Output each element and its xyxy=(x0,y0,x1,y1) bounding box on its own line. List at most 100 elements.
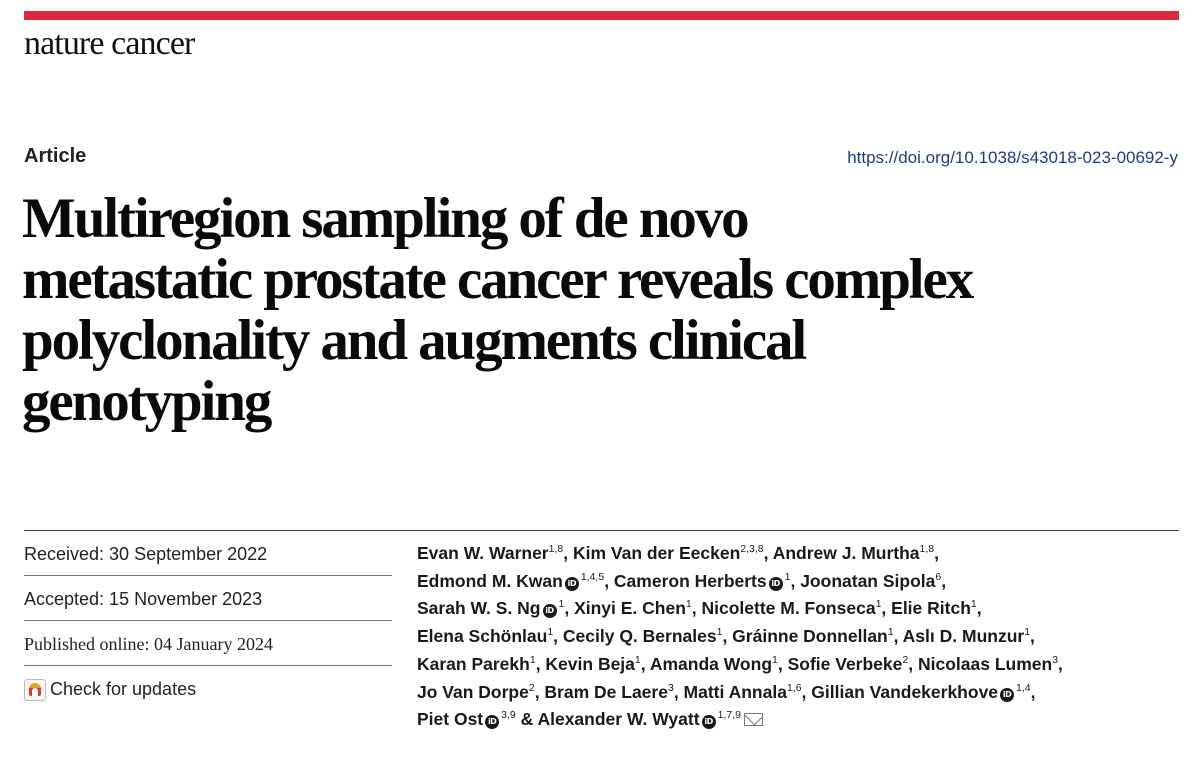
author-separator: , xyxy=(908,653,918,674)
author-affiliation: 1,4 xyxy=(1016,681,1031,694)
author-separator: , xyxy=(722,626,733,647)
author-affiliation: 1 xyxy=(1024,626,1031,639)
author-separator: , xyxy=(934,543,940,563)
orcid-icon[interactable]: iD xyxy=(701,715,716,730)
check-updates-row: Check for updates xyxy=(24,666,392,711)
author-line: Jo Van Dorpe2, Bram De Laere3, Matti Ann… xyxy=(417,679,1187,707)
author-name-text: Nicolaas Lumen xyxy=(917,653,1053,674)
author-name[interactable]: Bram De Laere3 xyxy=(544,682,673,702)
title-line: metastatic prostate cancer reveals compl… xyxy=(22,248,974,311)
author-name[interactable]: Nicolaas Lumen3 xyxy=(918,654,1058,674)
author-name[interactable]: Evan W. Warner1,8 xyxy=(417,543,563,563)
author-separator: , xyxy=(1030,626,1035,647)
author-affiliation: 1 xyxy=(685,598,692,611)
author-name[interactable]: Kim Van der Eecken2,3,8 xyxy=(573,543,764,563)
check-updates-button[interactable]: Check for updates xyxy=(24,678,197,701)
author-name[interactable]: Nicolette M. Fonseca1 xyxy=(701,598,881,618)
author-affiliation: 1 xyxy=(784,570,791,583)
author-name-text: Edmond M. Kwan xyxy=(417,570,563,591)
author-name-text: Kim Van der Eecken xyxy=(572,543,741,563)
author-affiliation: 1,8 xyxy=(919,543,935,555)
orcid-icon[interactable]: iD xyxy=(485,715,500,730)
author-name[interactable]: Joonatan Sipola6 xyxy=(800,571,941,591)
author-name-text: Jo Van Dorpe xyxy=(417,681,529,702)
author-separator: , xyxy=(564,598,575,619)
author-affiliation: 1 xyxy=(558,598,565,611)
author-separator: , xyxy=(790,570,801,591)
check-updates-label: Check for updates xyxy=(50,679,197,699)
author-line: Elena Schönlau1, Cecily Q. Bernales1, Gr… xyxy=(417,623,1187,651)
accepted-date: Accepted: 15 November 2023 xyxy=(24,576,392,621)
orcid-icon[interactable]: iD xyxy=(1000,687,1015,702)
author-name[interactable]: Amanda Wong1 xyxy=(650,654,778,674)
author-list: Evan W. Warner1,8, Kim Van der Eecken2,3… xyxy=(417,540,1187,734)
author-separator: , xyxy=(691,598,702,619)
author-name[interactable]: Sofie Verbeke2 xyxy=(788,654,909,674)
author-name[interactable]: Edmond M. Kwan iD1,4,5 xyxy=(417,571,604,591)
author-name-text: Kevin Beja xyxy=(545,653,635,674)
article-title: Multiregion sampling of de novo metastat… xyxy=(22,188,1182,432)
orcid-icon[interactable]: iD xyxy=(768,576,783,591)
header-divider xyxy=(24,530,1179,531)
author-separator: , xyxy=(563,543,573,563)
author-line: Piet Ost iD3,9 & Alexander W. Wyatt iD1,7,… xyxy=(417,706,1187,734)
author-name-text: Amanda Wong xyxy=(649,653,773,674)
author-name[interactable]: Gillian Vandekerkhove iD1,4 xyxy=(811,681,1031,702)
author-name[interactable]: Xinyi E. Chen1 xyxy=(574,598,692,618)
author-separator: , xyxy=(640,653,650,674)
author-name[interactable]: Kevin Beja1 xyxy=(545,654,640,674)
author-affiliation: 1 xyxy=(547,626,554,639)
author-affiliation: 3,9 xyxy=(501,709,516,722)
author-name[interactable]: Andrew J. Murtha1,8 xyxy=(773,543,934,563)
orcid-icon[interactable]: iD xyxy=(564,576,579,591)
author-name[interactable]: Sarah W. S. Ng iD1 xyxy=(417,598,565,619)
author-name-text: Andrew J. Murtha xyxy=(772,543,920,563)
dates-panel: Received: 30 September 2022 Accepted: 15… xyxy=(24,531,392,711)
author-name[interactable]: Matti Annala1,6 xyxy=(684,682,802,702)
author-name-text: Bram De Laere xyxy=(544,681,668,702)
author-affiliation: 2 xyxy=(902,653,909,666)
author-name[interactable]: Jo Van Dorpe2 xyxy=(417,682,535,702)
author-affiliation: 1,4,5 xyxy=(580,570,605,583)
author-line: Karan Parekh1, Kevin Beja1, Amanda Wong1… xyxy=(417,651,1187,679)
author-separator: , xyxy=(777,653,788,674)
author-name-text: Elie Ritch xyxy=(891,598,971,619)
author-name[interactable]: Karan Parekh1 xyxy=(417,654,536,674)
author-affiliation: 2 xyxy=(528,681,535,694)
author-name-text: Joonatan Sipola xyxy=(800,570,936,591)
author-separator: , xyxy=(976,598,982,619)
received-date: Received: 30 September 2022 xyxy=(24,531,392,576)
author-affiliation: 3 xyxy=(667,681,674,694)
title-line: polyclonality and augments clinical xyxy=(22,309,807,372)
doi-link[interactable]: https://doi.org/10.1038/s43018-023-00692… xyxy=(847,148,1178,167)
article-type: Article xyxy=(24,145,87,167)
author-affiliation: 1 xyxy=(634,653,641,666)
author-affiliation: 1 xyxy=(529,653,536,666)
title-line: Multiregion sampling of de novo xyxy=(22,187,750,250)
author-name[interactable]: Piet Ost iD3,9 xyxy=(417,709,516,730)
author-line: Evan W. Warner1,8, Kim Van der Eecken2,3… xyxy=(417,540,1187,568)
author-name[interactable]: Elena Schönlau1 xyxy=(417,626,553,646)
author-name[interactable]: Alexander W. Wyatt iD1,7,9 xyxy=(537,709,741,730)
author-separator: & xyxy=(515,709,538,730)
author-separator: , xyxy=(893,626,903,647)
author-affiliation: 1 xyxy=(716,626,723,639)
author-name-text: Xinyi E. Chen xyxy=(574,598,686,619)
author-affiliation: 1,6 xyxy=(786,681,802,694)
orcid-icon[interactable]: iD xyxy=(542,604,557,619)
author-separator: , xyxy=(673,681,684,702)
author-affiliation: 3 xyxy=(1052,653,1059,666)
author-separator: , xyxy=(763,543,773,563)
author-affiliation: 2,3,8 xyxy=(740,543,764,555)
author-name[interactable]: Cameron Herberts iD1 xyxy=(614,570,791,591)
author-name[interactable]: Aslı D. Munzur1 xyxy=(903,626,1030,646)
author-affiliation: 6 xyxy=(935,570,942,583)
mail-icon[interactable] xyxy=(743,713,763,727)
author-separator: , xyxy=(801,681,812,702)
author-affiliation: 1,8 xyxy=(548,543,564,555)
author-name[interactable]: Gráinne Donnellan1 xyxy=(732,626,893,646)
author-name[interactable]: Elie Ritch1 xyxy=(891,598,977,618)
author-name-text: Gillian Vandekerkhove xyxy=(811,681,999,702)
author-name[interactable]: Cecily Q. Bernales1 xyxy=(563,626,723,646)
published-date: Published online: 04 January 2024 xyxy=(24,621,392,666)
